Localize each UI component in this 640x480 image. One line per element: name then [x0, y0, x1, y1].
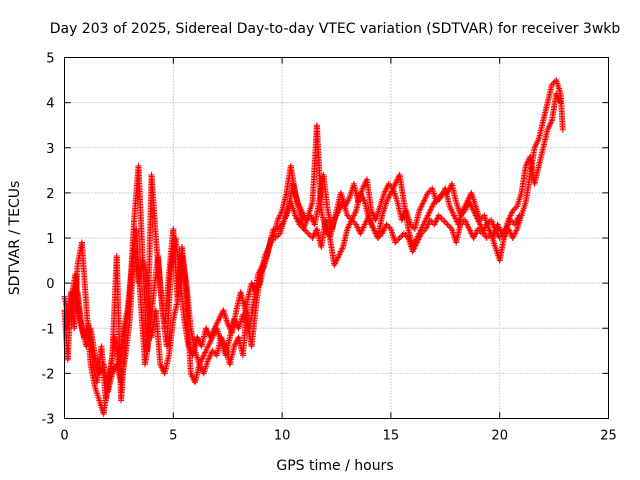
- y-tick-label: 5: [46, 52, 54, 67]
- data-point-interp: [441, 218, 448, 225]
- data-point: [396, 235, 403, 241]
- y-tick-label: -3: [42, 413, 55, 428]
- y-tick-label: 2: [46, 187, 54, 202]
- data-point: [516, 212, 523, 219]
- x-tick-label: 10: [274, 429, 291, 444]
- data-point-interp: [445, 222, 452, 229]
- data-point: [440, 216, 447, 223]
- y-tick-label: -2: [42, 367, 55, 382]
- data-points: [61, 77, 566, 417]
- x-tick-label: 20: [491, 429, 508, 444]
- data-point-interp: [398, 233, 405, 240]
- plot-frame: [64, 57, 609, 419]
- y-tick-label: 3: [46, 142, 54, 157]
- data-point-interp: [438, 215, 445, 222]
- y-tick-label: 0: [46, 277, 54, 292]
- data-point: [559, 126, 566, 133]
- data-point-interp: [443, 219, 450, 226]
- y-tick-label: 1: [46, 232, 54, 247]
- y-tick-label: -1: [42, 322, 55, 337]
- x-tick-label: 5: [169, 429, 177, 444]
- x-tick-label: 25: [600, 429, 617, 444]
- x-tick-label: 15: [383, 429, 400, 444]
- data-point: [305, 230, 312, 237]
- y-tick-label: 4: [46, 97, 54, 112]
- chart-title: Day 203 of 2025, Sidereal Day-to-day VTE…: [50, 21, 621, 37]
- data-point: [557, 99, 564, 106]
- data-point: [444, 221, 451, 228]
- x-tick-label: 0: [60, 429, 68, 444]
- axis-ticks: 0 5 10 15 20 25 -3 -2 -1 0 1 2 3 4 5: [42, 52, 617, 444]
- data-point: [400, 230, 407, 237]
- y-axis-label: SDTVAR / TECUs: [7, 181, 23, 296]
- x-axis-label: GPS time / hours: [276, 458, 393, 474]
